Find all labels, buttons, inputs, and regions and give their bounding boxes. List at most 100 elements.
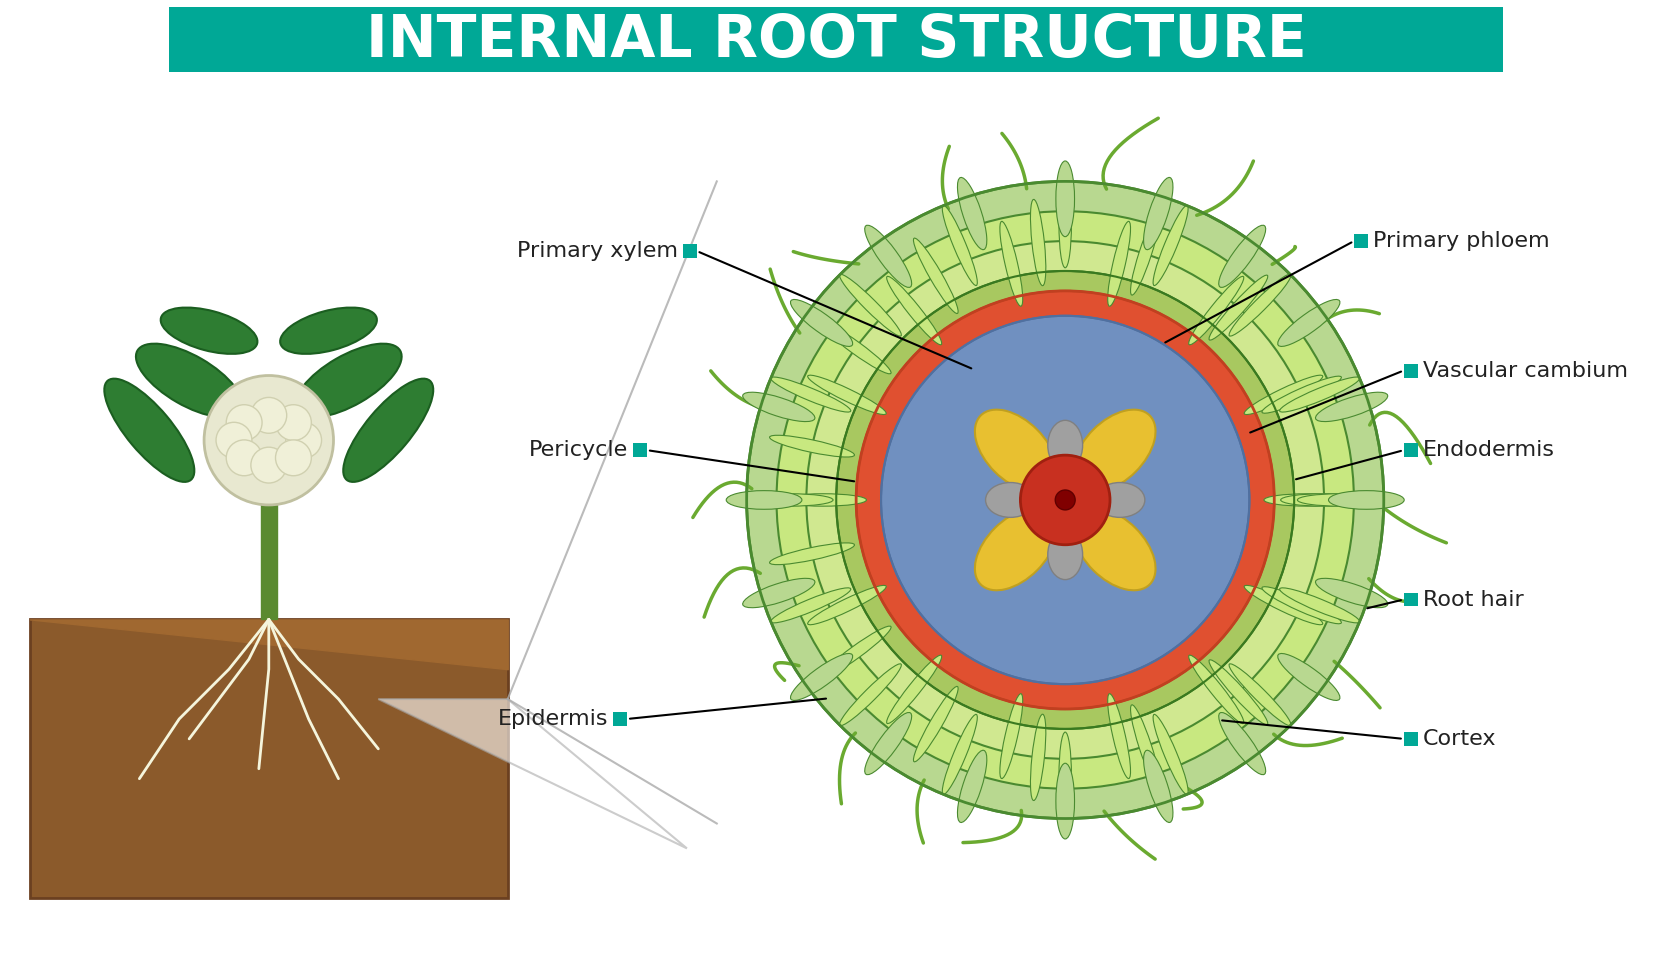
Ellipse shape [726, 491, 801, 510]
Text: Cortex: Cortex [1423, 729, 1497, 749]
Ellipse shape [1189, 655, 1243, 723]
Ellipse shape [1230, 274, 1290, 336]
Ellipse shape [791, 300, 853, 347]
Ellipse shape [865, 712, 912, 774]
Circle shape [276, 440, 311, 475]
Ellipse shape [1278, 300, 1341, 347]
FancyBboxPatch shape [1404, 443, 1418, 457]
Ellipse shape [1278, 654, 1341, 701]
Ellipse shape [1000, 221, 1023, 306]
Ellipse shape [1030, 714, 1047, 801]
Circle shape [250, 398, 287, 433]
Ellipse shape [808, 585, 887, 624]
Ellipse shape [1152, 206, 1188, 285]
Ellipse shape [1107, 694, 1131, 778]
Ellipse shape [986, 482, 1035, 517]
Ellipse shape [914, 238, 958, 314]
Ellipse shape [769, 543, 855, 564]
Ellipse shape [743, 392, 815, 421]
Ellipse shape [1107, 221, 1131, 306]
Ellipse shape [1280, 588, 1359, 623]
Ellipse shape [1230, 663, 1290, 725]
Ellipse shape [840, 663, 902, 725]
Circle shape [746, 181, 1384, 818]
FancyBboxPatch shape [30, 619, 507, 898]
Ellipse shape [1048, 530, 1082, 579]
Text: Vascular cambium: Vascular cambium [1423, 361, 1628, 380]
Ellipse shape [1048, 420, 1082, 470]
Ellipse shape [1218, 712, 1265, 774]
Ellipse shape [1297, 494, 1384, 507]
Ellipse shape [808, 375, 887, 415]
Text: Pericycle: Pericycle [529, 440, 628, 461]
Text: Primary phloem: Primary phloem [1373, 231, 1549, 251]
Text: INTERNAL ROOT STRUCTURE: INTERNAL ROOT STRUCTURE [366, 12, 1307, 69]
Circle shape [286, 422, 321, 458]
Ellipse shape [1144, 751, 1173, 822]
Ellipse shape [1245, 375, 1322, 415]
Ellipse shape [958, 751, 986, 822]
Text: Endodermis: Endodermis [1423, 440, 1554, 461]
Circle shape [806, 241, 1324, 759]
Circle shape [1055, 490, 1075, 510]
Ellipse shape [1030, 199, 1047, 286]
Ellipse shape [1055, 161, 1075, 236]
FancyBboxPatch shape [1354, 234, 1368, 248]
Ellipse shape [1055, 763, 1075, 839]
Ellipse shape [1218, 225, 1265, 287]
Ellipse shape [136, 344, 242, 417]
Circle shape [1020, 455, 1110, 545]
Text: Epidermis: Epidermis [497, 709, 608, 729]
Ellipse shape [743, 578, 815, 608]
Ellipse shape [1144, 177, 1173, 250]
Ellipse shape [1210, 660, 1268, 725]
Ellipse shape [974, 410, 1057, 492]
Ellipse shape [780, 494, 867, 507]
Circle shape [837, 271, 1294, 729]
Ellipse shape [887, 655, 942, 723]
Text: Root hair: Root hair [1423, 590, 1524, 610]
Ellipse shape [771, 588, 850, 623]
Circle shape [857, 291, 1273, 709]
Ellipse shape [296, 344, 402, 417]
Ellipse shape [914, 686, 958, 761]
FancyBboxPatch shape [1404, 732, 1418, 746]
Text: Primary xylem: Primary xylem [517, 241, 679, 261]
FancyBboxPatch shape [1404, 593, 1418, 607]
Ellipse shape [942, 714, 978, 795]
Ellipse shape [771, 377, 850, 412]
Ellipse shape [840, 274, 902, 336]
Ellipse shape [1131, 213, 1159, 295]
FancyBboxPatch shape [613, 712, 627, 726]
Ellipse shape [958, 177, 986, 250]
Ellipse shape [104, 378, 195, 482]
Circle shape [227, 440, 262, 475]
Ellipse shape [1315, 578, 1388, 608]
Ellipse shape [1280, 377, 1359, 412]
FancyBboxPatch shape [633, 443, 647, 457]
Circle shape [776, 212, 1354, 789]
Ellipse shape [746, 494, 833, 507]
Ellipse shape [1262, 587, 1341, 623]
Ellipse shape [1315, 392, 1388, 421]
Ellipse shape [791, 654, 853, 701]
FancyBboxPatch shape [684, 244, 697, 258]
Ellipse shape [865, 225, 912, 287]
Ellipse shape [1263, 494, 1351, 507]
Ellipse shape [1000, 694, 1023, 778]
Ellipse shape [1280, 494, 1368, 507]
Circle shape [217, 422, 252, 458]
Circle shape [276, 405, 311, 441]
Ellipse shape [1329, 491, 1404, 510]
Ellipse shape [887, 276, 942, 345]
Circle shape [203, 375, 334, 505]
Ellipse shape [1131, 705, 1159, 787]
FancyBboxPatch shape [1404, 364, 1418, 377]
Ellipse shape [161, 308, 257, 354]
Ellipse shape [820, 626, 890, 678]
Ellipse shape [1058, 181, 1072, 268]
Ellipse shape [942, 206, 978, 285]
Ellipse shape [1058, 732, 1072, 818]
Polygon shape [378, 699, 687, 849]
Ellipse shape [1245, 585, 1322, 624]
